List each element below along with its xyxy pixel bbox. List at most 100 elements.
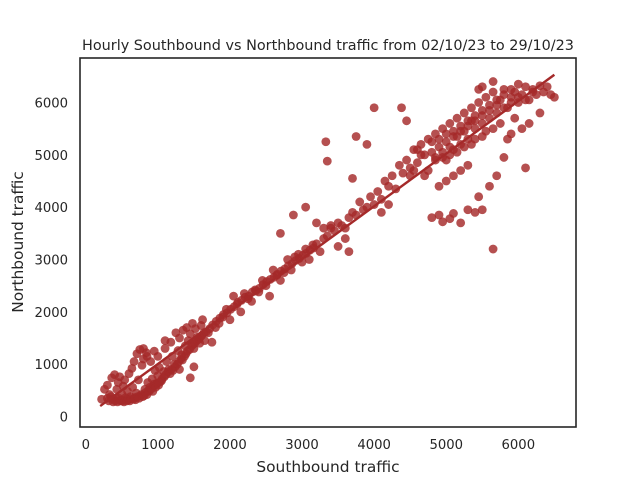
- data-point: [452, 113, 462, 123]
- data-point: [470, 111, 480, 120]
- data-point: [351, 132, 361, 141]
- data-point: [394, 160, 404, 170]
- data-point: [321, 137, 331, 147]
- data-point: [474, 98, 484, 107]
- data-point: [434, 210, 444, 220]
- data-point: [348, 173, 357, 183]
- data-point: [139, 344, 148, 353]
- data-point: [142, 351, 152, 361]
- data-point: [366, 192, 375, 202]
- data-point: [456, 121, 466, 131]
- data-point: [463, 116, 473, 126]
- data-point: [397, 103, 406, 113]
- x-tick-label: 1000: [141, 438, 175, 453]
- data-point: [207, 337, 217, 347]
- data-point: [449, 126, 458, 136]
- data-point: [459, 108, 469, 118]
- data-point: [120, 375, 130, 385]
- data-point: [189, 362, 199, 372]
- data-point: [524, 119, 534, 128]
- x-axis-label: Southbound traffic: [256, 458, 399, 476]
- data-point: [412, 158, 422, 168]
- y-axis-ticks: 0 1000 2000 3000 4000 5000 6000: [34, 96, 68, 425]
- data-point: [319, 223, 329, 233]
- x-tick-label: 5000: [429, 438, 463, 453]
- y-axis-label: Northbound traffic: [9, 171, 27, 313]
- data-point: [503, 134, 512, 144]
- data-point: [402, 116, 411, 126]
- data-point: [467, 103, 476, 113]
- data-point: [488, 87, 498, 97]
- x-tick-label: 6000: [502, 438, 536, 453]
- data-point: [160, 336, 170, 346]
- data-point: [149, 346, 159, 356]
- data-point: [301, 202, 311, 212]
- data-point: [477, 205, 487, 215]
- data-point: [521, 163, 530, 173]
- data-point: [495, 119, 505, 128]
- data-point: [441, 155, 451, 165]
- x-axis-ticks: 0 1000 2000 3000 4000 5000 6000: [82, 438, 536, 453]
- data-point: [549, 92, 559, 102]
- data-point: [276, 228, 285, 238]
- data-point: [517, 124, 527, 134]
- y-tick-label: 4000: [34, 201, 68, 216]
- data-point: [312, 218, 321, 228]
- x-tick-label: 4000: [357, 438, 391, 453]
- data-point: [535, 108, 545, 118]
- plot-frame: [79, 57, 577, 428]
- data-point: [427, 137, 437, 147]
- data-point: [333, 242, 343, 251]
- data-point: [485, 181, 494, 191]
- data-point: [449, 171, 458, 181]
- chart-title: Hourly Southbound vs Northbound traffic …: [82, 38, 574, 54]
- x-tick-label: 0: [82, 438, 90, 453]
- y-tick-label: 3000: [34, 254, 68, 269]
- data-point: [340, 234, 350, 243]
- y-tick-label: 5000: [34, 149, 68, 164]
- data-point: [376, 208, 386, 217]
- data-point: [445, 119, 455, 128]
- data-point: [456, 218, 466, 228]
- data-point: [315, 247, 325, 257]
- regression-line-group: [99, 73, 556, 408]
- data-point: [175, 365, 184, 374]
- data-point: [488, 77, 498, 86]
- data-point: [398, 168, 408, 178]
- data-point: [160, 344, 170, 353]
- data-point: [449, 209, 458, 218]
- data-point: [384, 181, 393, 191]
- data-point: [506, 85, 516, 94]
- data-point: [185, 373, 195, 383]
- data-point: [236, 307, 246, 317]
- data-point: [127, 363, 137, 373]
- x-tick-label: 2000: [213, 438, 247, 453]
- data-point: [265, 291, 275, 301]
- data-point: [456, 166, 466, 175]
- data-point: [102, 380, 112, 390]
- data-point: [198, 315, 207, 325]
- data-point: [441, 129, 451, 139]
- data-point: [412, 145, 422, 154]
- data-point: [362, 139, 372, 149]
- data-point: [387, 171, 397, 181]
- data-point: [499, 90, 509, 100]
- data-point: [384, 200, 393, 209]
- x-tick-label: 3000: [285, 438, 319, 453]
- data-point: [402, 155, 411, 165]
- data-point: [481, 92, 491, 102]
- data-point: [434, 134, 444, 144]
- y-tick-label: 2000: [34, 306, 68, 321]
- data-point: [485, 100, 494, 110]
- data-point: [474, 192, 484, 202]
- y-tick-label: 0: [60, 411, 68, 426]
- data-point: [542, 82, 552, 92]
- data-point: [225, 315, 235, 325]
- data-point: [463, 160, 473, 170]
- data-point: [492, 171, 502, 181]
- data-point: [344, 247, 354, 257]
- data-point: [499, 153, 509, 162]
- y-tick-label: 6000: [34, 96, 68, 111]
